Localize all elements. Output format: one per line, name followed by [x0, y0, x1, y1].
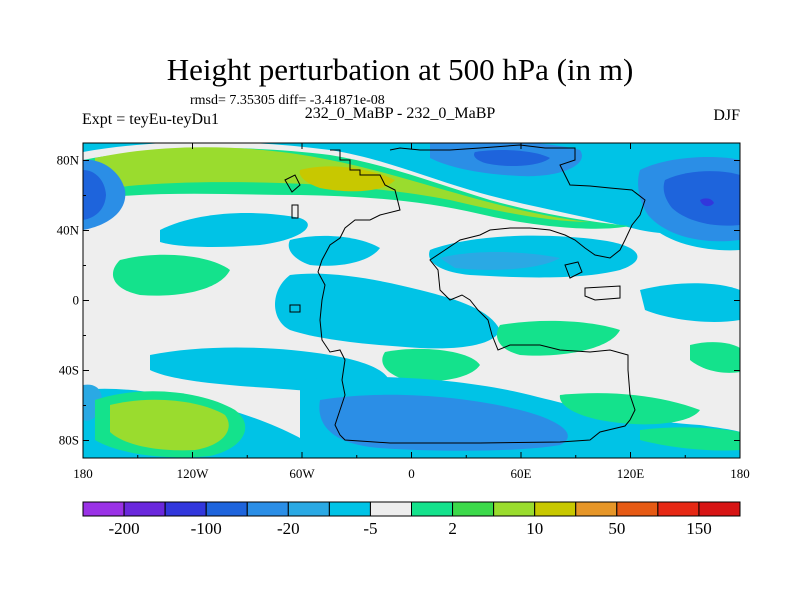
- east-green-blob: [690, 342, 740, 373]
- lat-tick-label: 40N: [57, 223, 80, 238]
- colorbar-swatch: [123, 501, 166, 517]
- colorbar-swatch: [575, 501, 618, 517]
- latitude-axis: 80N 40N 0 40S 80S: [57, 153, 740, 448]
- colorbar-tick-label: -200: [108, 519, 139, 538]
- lat-tick-label: 80S: [59, 433, 79, 448]
- colorbar-swatch: [411, 501, 454, 517]
- lon-tick-label: 0: [408, 466, 415, 481]
- island-outline-5: [289, 304, 301, 313]
- colorbar-swatch: [246, 501, 289, 517]
- plot-title: Height perturbation at 500 hPa (in m): [166, 52, 634, 87]
- colorbar-swatch: [493, 501, 536, 517]
- main-continent-outline: [317, 144, 646, 444]
- colorbar-tick-label: 2: [448, 519, 457, 538]
- indian-green-blob: [496, 320, 620, 356]
- island-outline-2: [291, 204, 299, 219]
- colorbar-swatch: [82, 501, 125, 517]
- colorbar-swatch: [328, 501, 371, 517]
- longitude-axis: 180 120W 60W 0 60E 120E 180: [73, 143, 750, 481]
- lat-tick-label: 80N: [57, 153, 80, 168]
- lon-tick-label: 120W: [177, 466, 210, 481]
- north-olive-patch: [299, 166, 395, 192]
- atlantic-green-blob: [382, 348, 480, 382]
- colorbar-tick-label: -5: [363, 519, 377, 538]
- sw-yellow-green-blob: [110, 399, 229, 451]
- colorbar-swatch: [164, 501, 207, 517]
- colorbar-swatch: [534, 501, 577, 517]
- colorbar-tick-label: 150: [686, 519, 712, 538]
- colorbar-swatch: [698, 501, 741, 517]
- coastlines: [284, 144, 646, 444]
- colorbar-swatch: [205, 501, 248, 517]
- pacific-green-blob: [112, 254, 230, 296]
- asia-mid-blue: [440, 252, 560, 270]
- colorbar-swatch: [287, 501, 330, 517]
- tropical-blue-band: [275, 273, 500, 349]
- pacific-blue-blob: [160, 213, 308, 247]
- lon-tick-label: 60E: [511, 466, 532, 481]
- lon-tick-label: 180: [73, 466, 93, 481]
- colorbar-swatch: [657, 501, 700, 517]
- se-green-blob: [559, 393, 700, 425]
- colorbar: -200 -100 -20 -5 2 10 50 150: [82, 501, 741, 538]
- ne-deep-blue: [700, 198, 714, 207]
- colorbar-tick-label: 10: [526, 519, 543, 538]
- colorbar-tick-label: -20: [277, 519, 300, 538]
- colorbar-swatch: [452, 501, 495, 517]
- colorbar-swatch: [369, 501, 412, 517]
- season-label: DJF: [713, 107, 740, 124]
- island-outline-3: [584, 285, 621, 301]
- southern-blue-core: [319, 394, 568, 451]
- se-green-strip: [640, 427, 740, 451]
- contour-field: [83, 143, 740, 458]
- island-outline-1: [284, 174, 301, 193]
- island-outline-4: [564, 261, 583, 279]
- n-dark-blue-patch: [474, 150, 550, 166]
- america-blue-blob: [288, 235, 380, 266]
- lon-tick-label: 120E: [617, 466, 645, 481]
- case-label: 232_0_MaBP - 232_0_MaBP: [304, 105, 496, 122]
- lat-tick-label: 40S: [59, 363, 79, 378]
- lat-tick-label: 0: [73, 293, 80, 308]
- colorbar-tick-label: 50: [608, 519, 625, 538]
- ne-dark-blue: [663, 171, 740, 226]
- rmsd-diff-stats: rmsd= 7.35305 diff= -3.41871e-08: [190, 93, 385, 108]
- colorbar-swatch: [616, 501, 659, 517]
- lon-tick-label: 180: [730, 466, 750, 481]
- colorbar-tick-label: -100: [191, 519, 222, 538]
- lon-tick-label: 60W: [289, 466, 315, 481]
- east-tropical-blue: [640, 283, 740, 322]
- nw-dark-blue: [83, 170, 106, 220]
- experiment-label: Expt = teyEu-teyDu1: [82, 111, 219, 128]
